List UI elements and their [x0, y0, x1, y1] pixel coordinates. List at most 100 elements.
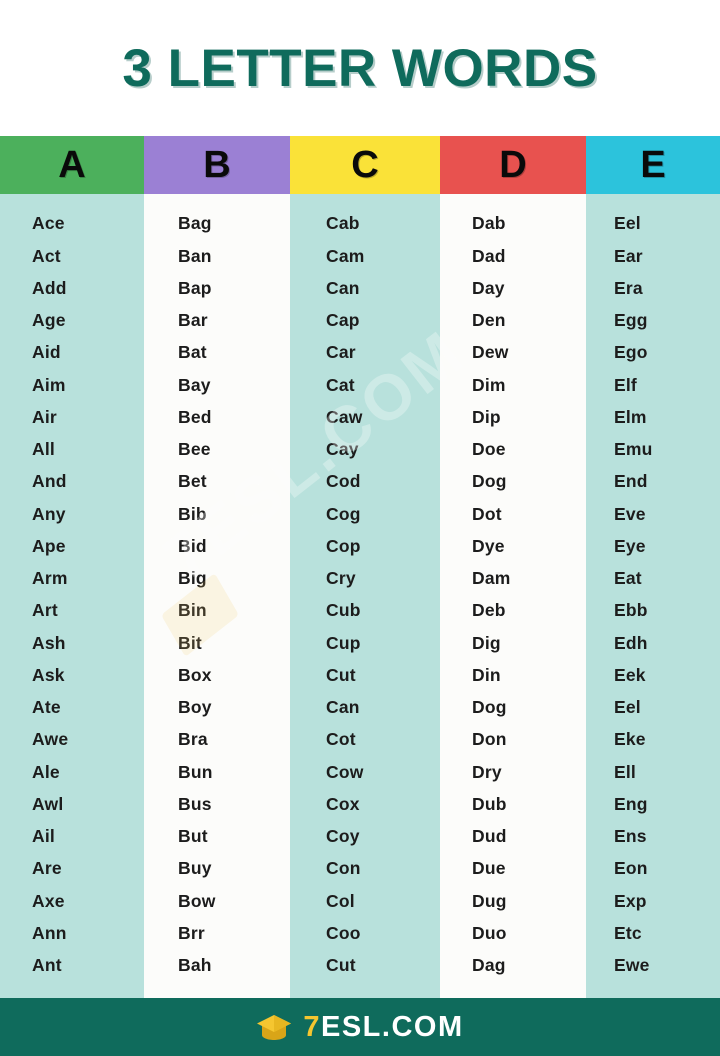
word-item: Bun [178, 761, 213, 782]
word-item: Cap [326, 310, 360, 331]
word-item: Ash [32, 632, 66, 653]
word-item: Bay [178, 374, 211, 395]
word-item: Bet [178, 471, 207, 492]
column-header-b: B [144, 136, 290, 194]
logo-text: 7ESL.COM [303, 1010, 463, 1043]
word-item: Dig [472, 632, 501, 653]
column-a: A Ace Act Add Age Aid Aim Air All And An… [0, 136, 144, 998]
logo-seven: 7 [303, 1010, 321, 1043]
word-table: 7ESL.COM A Ace Act Add Age Aid Aim Air A… [0, 136, 720, 998]
word-item: Bit [178, 632, 202, 653]
word-item: Bed [178, 406, 212, 427]
word-item: Awl [32, 793, 64, 814]
word-item: Ail [32, 826, 55, 847]
word-item: Age [32, 310, 66, 331]
word-item: Eel [614, 213, 641, 234]
word-item: Dog [472, 471, 507, 492]
word-item: Cog [326, 503, 361, 524]
word-item: Are [32, 858, 62, 879]
word-item: Cay [326, 439, 359, 460]
word-item: Cut [326, 955, 356, 976]
word-item: Ell [614, 761, 636, 782]
word-item: Ann [32, 922, 67, 943]
word-item: Cry [326, 568, 356, 589]
word-item: Duo [472, 922, 507, 943]
word-item: Dam [472, 568, 511, 589]
word-item: Add [32, 277, 67, 298]
word-item: Act [32, 245, 61, 266]
word-item: Cut [326, 664, 356, 685]
word-item: Cat [326, 374, 355, 395]
word-item: Arm [32, 568, 68, 589]
column-header-c: C [290, 136, 440, 194]
word-item: Ape [32, 535, 66, 556]
word-item: Axe [32, 890, 65, 911]
word-item: Bow [178, 890, 216, 911]
word-item: And [32, 471, 67, 492]
word-item: Eat [614, 568, 642, 589]
word-item: Eke [614, 729, 646, 750]
word-item: Ear [614, 245, 643, 266]
word-item: Deb [472, 600, 506, 621]
word-item: Boy [178, 697, 212, 718]
word-item: Bar [178, 310, 208, 331]
word-item: Exp [614, 890, 647, 911]
word-item: Awe [32, 729, 69, 750]
word-item: Coy [326, 826, 360, 847]
word-item: Dry [472, 761, 502, 782]
word-item: Bus [178, 793, 212, 814]
word-item: Ace [32, 213, 65, 234]
column-body-a: Ace Act Add Age Aid Aim Air All And Any … [0, 194, 144, 998]
word-item: Con [326, 858, 361, 879]
word-item: Eng [614, 793, 648, 814]
word-item: Dad [472, 245, 506, 266]
word-item: Dim [472, 374, 506, 395]
word-item: Dub [472, 793, 507, 814]
column-header-e: E [586, 136, 720, 194]
column-e: E Eel Ear Era Egg Ego Elf Elm Emu End Ev… [586, 136, 720, 998]
word-item: Any [32, 503, 66, 524]
word-item: Brr [178, 922, 205, 943]
word-item: Ego [614, 342, 648, 363]
word-item: Big [178, 568, 207, 589]
word-item: Era [614, 277, 643, 298]
page-title: 3 LETTER WORDS [122, 38, 598, 98]
word-item: Ale [32, 761, 60, 782]
word-item: Cab [326, 213, 360, 234]
word-item: Cop [326, 535, 361, 556]
word-item: Col [326, 890, 355, 911]
column-header-a: A [0, 136, 144, 194]
word-item: Bag [178, 213, 212, 234]
word-item: Aid [32, 342, 61, 363]
word-item: Din [472, 664, 501, 685]
word-item: Dew [472, 342, 509, 363]
word-item: Eel [614, 697, 641, 718]
word-item: Dab [472, 213, 506, 234]
word-item: Art [32, 600, 58, 621]
word-item: Day [472, 277, 505, 298]
word-item: Can [326, 697, 360, 718]
word-item: Dug [472, 890, 507, 911]
word-item: Ebb [614, 600, 648, 621]
word-item: Caw [326, 406, 363, 427]
word-item: Emu [614, 439, 653, 460]
column-d: D Dab Dad Day Den Dew Dim Dip Doe Dog Do… [440, 136, 586, 998]
word-item: Don [472, 729, 507, 750]
column-c: C Cab Cam Can Cap Car Cat Caw Cay Cod Co… [290, 136, 440, 998]
footer-bar: 7ESL.COM [0, 998, 720, 1056]
word-item: Dud [472, 826, 507, 847]
word-item: Cod [326, 471, 361, 492]
word-item: Bin [178, 600, 207, 621]
word-item: Car [326, 342, 356, 363]
word-item: Cup [326, 632, 361, 653]
column-body-b: Bag Ban Bap Bar Bat Bay Bed Bee Bet Bib … [144, 194, 290, 998]
word-item: Ewe [614, 955, 650, 976]
word-item: Elf [614, 374, 637, 395]
word-item: Bib [178, 503, 207, 524]
graduation-cap-icon [256, 1012, 294, 1042]
word-item: Eon [614, 858, 648, 879]
word-item: Ask [32, 664, 65, 685]
word-item: Dog [472, 697, 507, 718]
word-item: Dag [472, 955, 506, 976]
word-item: Doe [472, 439, 506, 460]
